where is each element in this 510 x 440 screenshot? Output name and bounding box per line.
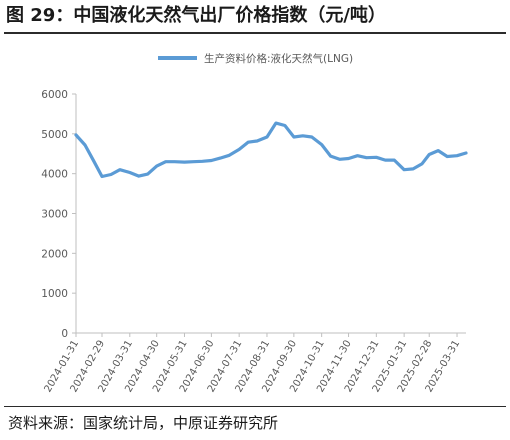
source-divider: [4, 406, 506, 407]
y-tick-label: 3000: [41, 209, 68, 221]
y-tick-label: 5000: [41, 129, 68, 141]
line-chart: 生产资料价格:液化天然气(LNG) 0 1000 2000 3000 4000 5000 6…: [41, 52, 468, 394]
chart-legend: 生产资料价格:液化天然气(LNG): [158, 52, 353, 65]
y-tick-label: 0: [61, 328, 68, 340]
y-axis: 0 1000 2000 3000 4000 5000 6000: [41, 89, 77, 340]
y-tick-label: 1000: [41, 288, 68, 300]
y-tick-label: 2000: [41, 248, 68, 260]
figure-title: 图 29：中国液化天然气出厂价格指数（元/吨）: [6, 5, 386, 26]
source-note: 资料来源：国家统计局，中原证券研究所: [8, 414, 279, 432]
chart-container: 生产资料价格:液化天然气(LNG) 0 1000 2000 3000 4000 5000 6…: [4, 38, 506, 400]
y-tick-label: 4000: [41, 169, 68, 181]
legend-label: 生产资料价格:液化天然气(LNG): [204, 52, 353, 65]
series-group: [74, 121, 468, 179]
x-axis: 2024-01-312024-02-292024-03-312024-04-30…: [43, 332, 466, 394]
y-tick-label: 6000: [41, 89, 68, 101]
title-divider: [4, 32, 506, 34]
series-line: [74, 121, 468, 179]
